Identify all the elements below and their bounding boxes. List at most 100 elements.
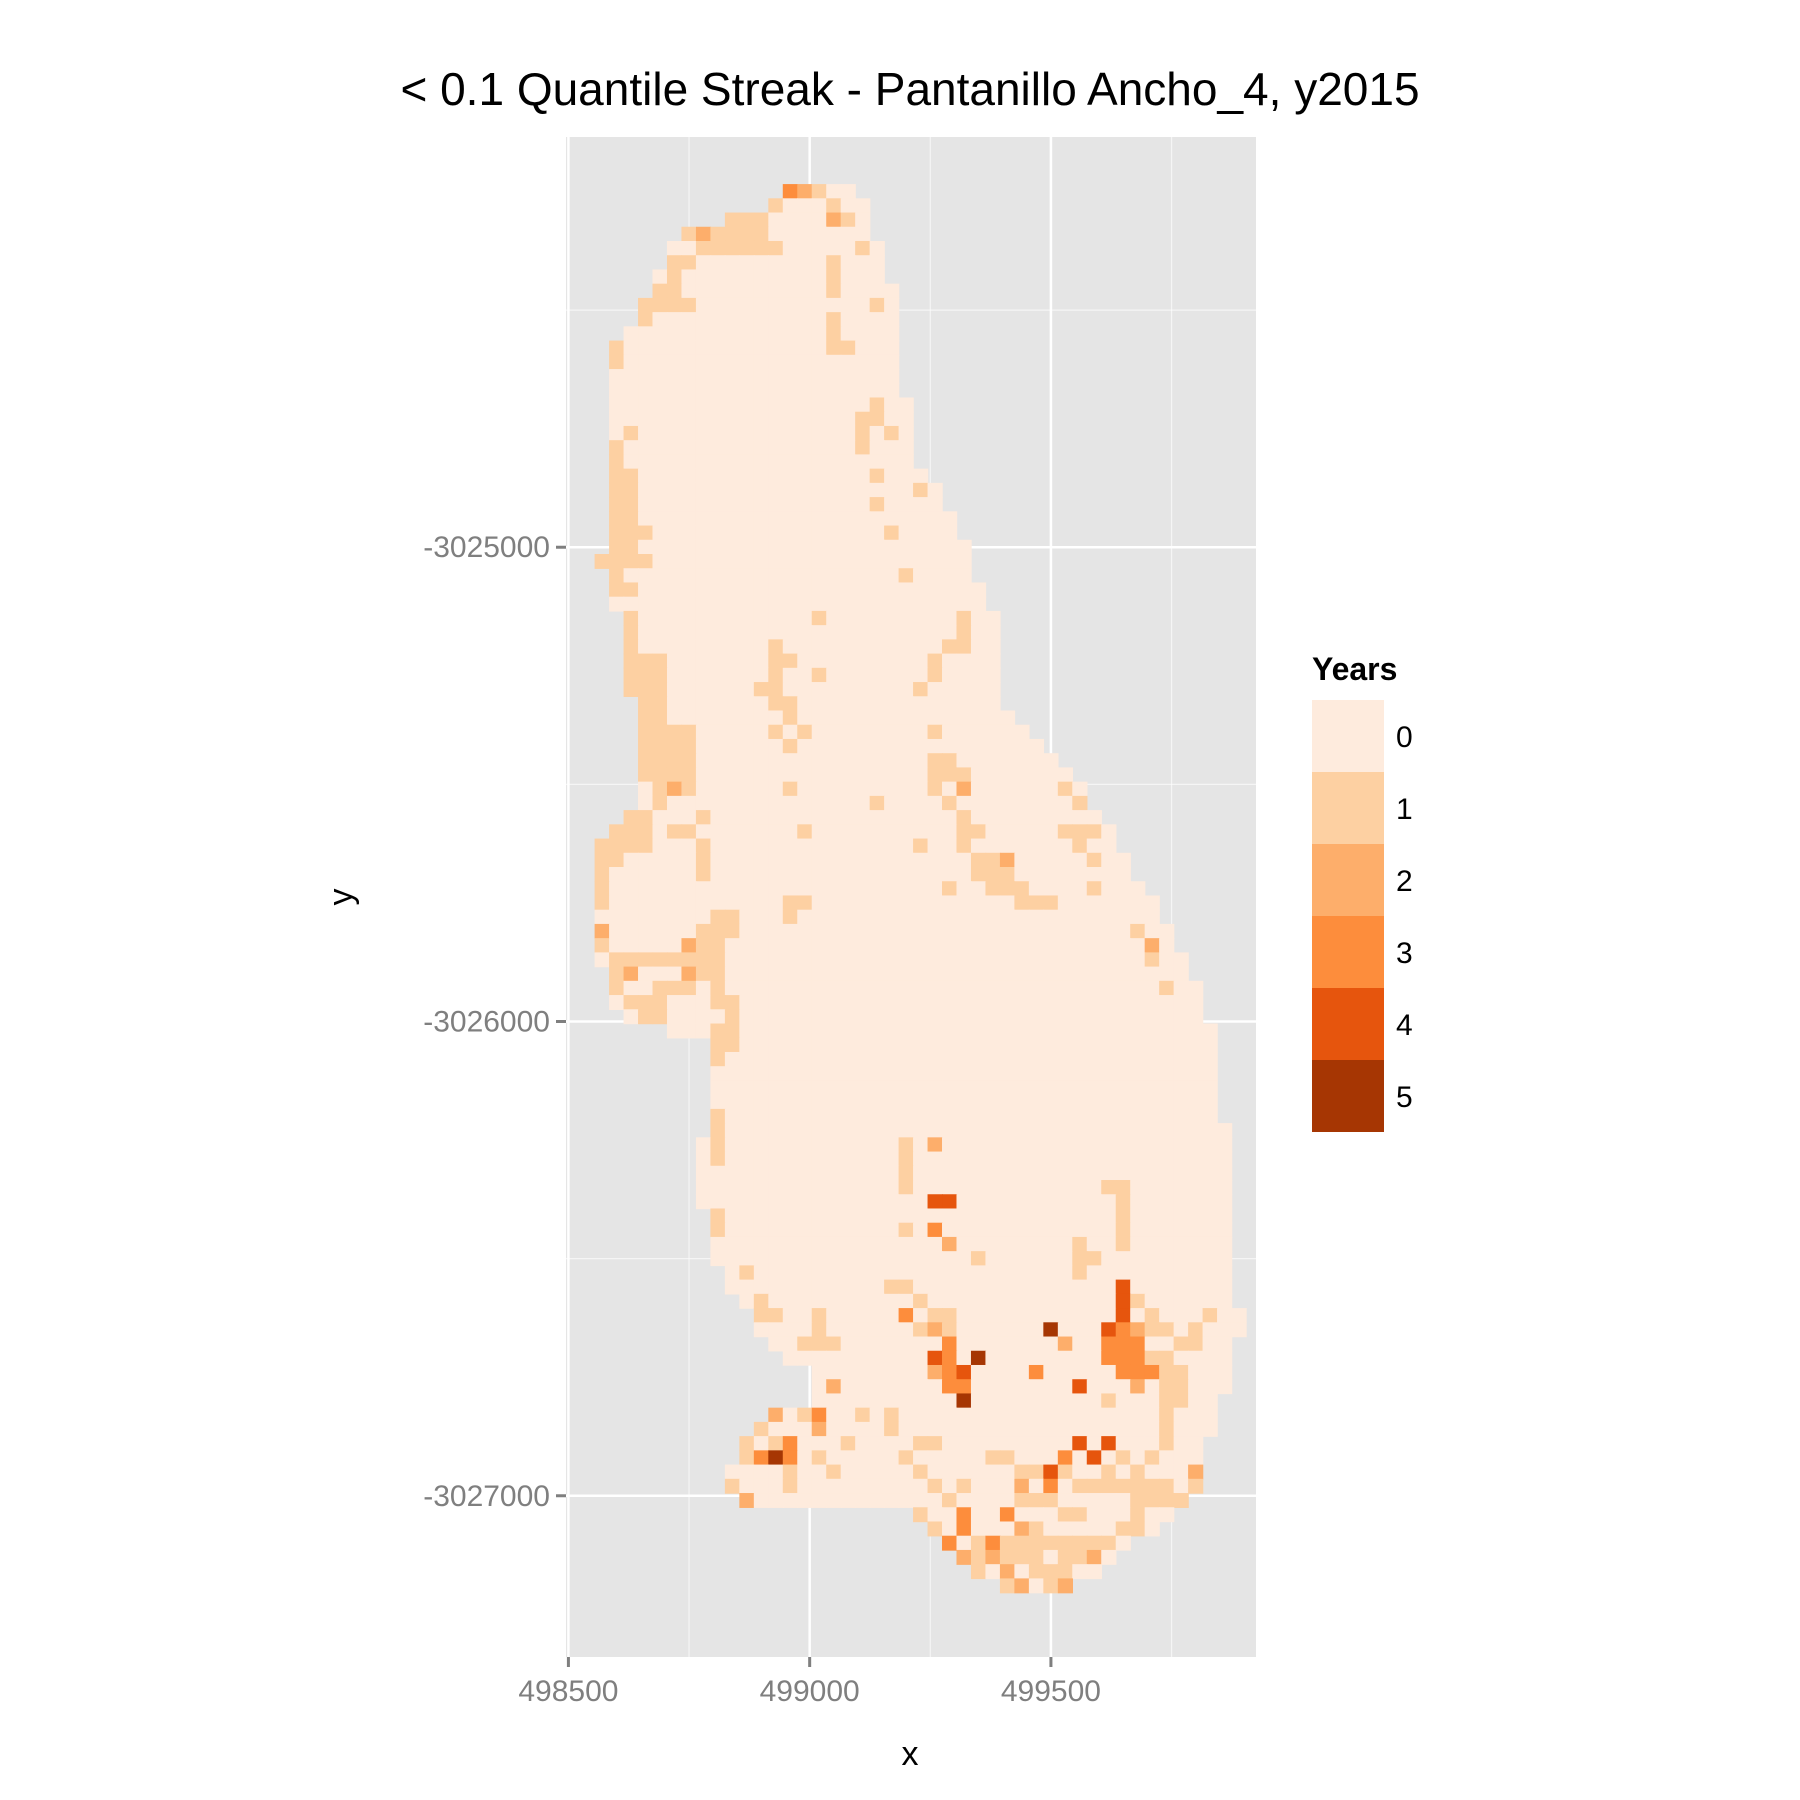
- heatmap-cell: [1130, 1236, 1146, 1252]
- heatmap-cell: [826, 1194, 842, 1210]
- heatmap-cell: [826, 1123, 842, 1139]
- heatmap-cell: [652, 781, 668, 797]
- heatmap-cell: [898, 696, 914, 712]
- heatmap-cell: [623, 539, 639, 555]
- heatmap-cell: [898, 468, 914, 484]
- heatmap-cell: [1043, 1436, 1059, 1452]
- heatmap-cell: [1086, 1379, 1102, 1395]
- heatmap-cell: [623, 1009, 639, 1025]
- heatmap-cell: [782, 255, 798, 271]
- heatmap-cell: [956, 1180, 972, 1195]
- heatmap-cell: [797, 468, 813, 484]
- heatmap-cell: [797, 980, 813, 996]
- heatmap-cell: [1057, 824, 1073, 840]
- heatmap-cell: [913, 1080, 929, 1096]
- heatmap-cell: [826, 852, 842, 868]
- heatmap-cell: [840, 1464, 856, 1480]
- heatmap-cell: [753, 1080, 770, 1096]
- heatmap-cell: [942, 1308, 958, 1323]
- legend-label: 0: [1396, 721, 1413, 754]
- heatmap-cell: [1028, 1108, 1045, 1124]
- heatmap-cell: [1101, 1308, 1117, 1323]
- heatmap-cell: [884, 810, 900, 826]
- heatmap-cell: [797, 340, 813, 356]
- heatmap-cell: [1028, 781, 1045, 797]
- heatmap-cell: [956, 1009, 972, 1025]
- heatmap-cell: [724, 383, 741, 399]
- heatmap-cell: [1115, 1464, 1131, 1480]
- heatmap-cell: [927, 1137, 943, 1153]
- heatmap-cell: [826, 1308, 842, 1323]
- heatmap-cell: [1115, 995, 1131, 1010]
- heatmap-cell: [739, 1208, 755, 1224]
- heatmap-cell: [1202, 1407, 1218, 1423]
- heatmap-cell: [1115, 1080, 1131, 1096]
- heatmap-cell: [956, 1493, 972, 1508]
- heatmap-cell: [855, 1322, 871, 1338]
- heatmap-cell: [956, 639, 972, 655]
- heatmap-cell: [768, 795, 784, 811]
- heatmap-cell: [623, 468, 639, 484]
- heatmap-cell: [724, 596, 741, 612]
- heatmap-cell: [1130, 1208, 1146, 1224]
- heatmap-cell: [768, 326, 784, 342]
- heatmap-cell: [1115, 938, 1131, 954]
- heatmap-cell: [1188, 1407, 1204, 1423]
- heatmap-cell: [913, 696, 929, 712]
- heatmap-cell: [710, 1009, 726, 1025]
- heatmap-cell: [1101, 1350, 1117, 1366]
- heatmap-cell: [1188, 1137, 1204, 1153]
- heatmap-cell: [1130, 938, 1146, 954]
- heatmap-cell: [826, 781, 842, 797]
- heatmap-cell: [840, 482, 856, 498]
- heatmap-cell: [695, 283, 712, 299]
- heatmap-cell: [811, 369, 827, 384]
- heatmap-cell: [768, 1094, 784, 1110]
- heatmap-cell: [739, 738, 755, 754]
- heatmap-cell: [638, 995, 654, 1010]
- heatmap-cell: [638, 980, 654, 996]
- heatmap-cell: [942, 710, 958, 726]
- heatmap-cell: [855, 1393, 871, 1409]
- heatmap-cell: [753, 354, 770, 370]
- heatmap-cell: [609, 539, 625, 555]
- heatmap-cell: [1115, 909, 1131, 925]
- heatmap-cell: [1014, 1251, 1030, 1267]
- heatmap-cell: [1188, 1478, 1204, 1494]
- heatmap-cell: [884, 995, 900, 1010]
- heatmap-cell: [681, 568, 697, 584]
- heatmap-cell: [1173, 1393, 1189, 1409]
- heatmap-cell: [782, 212, 798, 228]
- heatmap-cell: [666, 482, 683, 498]
- heatmap-cell: [666, 312, 683, 328]
- heatmap-cell: [739, 667, 755, 683]
- heatmap-cell: [985, 852, 1001, 868]
- heatmap-cell: [898, 440, 914, 456]
- heatmap-cell: [927, 1037, 943, 1053]
- heatmap-cell: [638, 497, 654, 513]
- heatmap-cell: [666, 326, 683, 342]
- heatmap-cell: [1217, 1265, 1233, 1281]
- heatmap-cell: [710, 411, 726, 427]
- heatmap-cell: [826, 810, 842, 826]
- heatmap-cell: [666, 824, 683, 840]
- heatmap-cell: [1072, 810, 1088, 826]
- x-axis-title: x: [902, 1735, 919, 1773]
- heatmap-cell: [681, 696, 697, 712]
- heatmap-cell: [985, 781, 1001, 797]
- heatmap-cell: [913, 1051, 929, 1067]
- heatmap-cell: [1101, 1023, 1117, 1039]
- heatmap-cell: [1072, 1009, 1088, 1025]
- heatmap-cell: [623, 923, 639, 939]
- heatmap-cell: [623, 838, 639, 854]
- heatmap-cell: [1072, 1464, 1088, 1480]
- heatmap-cell: [1057, 781, 1073, 797]
- heatmap-cell: [1057, 1080, 1073, 1096]
- heatmap-cell: [739, 653, 755, 669]
- heatmap-cell: [652, 610, 668, 626]
- heatmap-cell: [811, 753, 827, 769]
- heatmap-cell: [1014, 1350, 1030, 1366]
- heatmap-cell: [753, 1222, 770, 1238]
- heatmap-cell: [768, 867, 784, 882]
- heatmap-cell: [985, 895, 1001, 911]
